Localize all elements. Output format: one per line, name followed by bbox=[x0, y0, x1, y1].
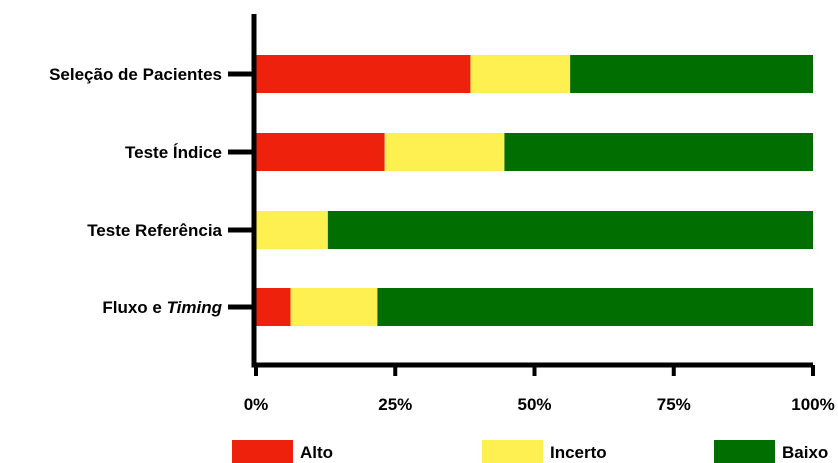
category-label: Teste Índice bbox=[125, 143, 222, 162]
legend-label-incerto: Incerto bbox=[550, 443, 607, 462]
x-tick-label: 75% bbox=[657, 395, 691, 414]
category-label-text: Teste Referência bbox=[87, 221, 222, 240]
x-tick-label: 25% bbox=[378, 395, 412, 414]
bar-segments bbox=[256, 55, 813, 326]
category-labels: Seleção de Pacientes Teste Índice Teste Re… bbox=[49, 65, 223, 317]
bar-incerto-2 bbox=[256, 211, 328, 249]
legend-swatch-baixo bbox=[714, 440, 775, 463]
bar-baixo-1 bbox=[504, 133, 813, 171]
legend-swatch-alto bbox=[232, 440, 293, 463]
bar-incerto-3 bbox=[290, 288, 378, 326]
bar-baixo-3 bbox=[377, 288, 813, 326]
category-label: Seleção de Pacientes bbox=[49, 65, 222, 84]
bar-alto-1 bbox=[256, 133, 385, 171]
axes bbox=[228, 14, 813, 368]
x-tick-label: 50% bbox=[517, 395, 551, 414]
category-label: Fluxo e Timing bbox=[102, 298, 222, 317]
bar-baixo-0 bbox=[570, 55, 813, 93]
x-axis-ticks: 0% 25% 50% 75% 100% bbox=[244, 365, 835, 414]
x-tick-label: 0% bbox=[244, 395, 269, 414]
bar-baixo-2 bbox=[327, 211, 813, 249]
legend-swatch-incerto bbox=[482, 440, 543, 463]
legend-label-baixo: Baixo bbox=[782, 443, 828, 462]
category-label-text: Teste Índice bbox=[125, 143, 222, 162]
category-label-italic: Timing bbox=[167, 298, 223, 317]
bar-incerto-0 bbox=[470, 55, 571, 93]
bar-alto-3 bbox=[256, 288, 291, 326]
legend: Alto Incerto Baixo bbox=[232, 440, 828, 463]
legend-label-alto: Alto bbox=[300, 443, 333, 462]
category-label: Teste Referência bbox=[87, 221, 222, 240]
x-tick-label: 100% bbox=[791, 395, 834, 414]
category-label-text: Seleção de Pacientes bbox=[49, 65, 222, 84]
bar-alto-0 bbox=[256, 55, 471, 93]
bar-incerto-1 bbox=[384, 133, 505, 171]
category-label-text: Fluxo e bbox=[102, 298, 166, 317]
